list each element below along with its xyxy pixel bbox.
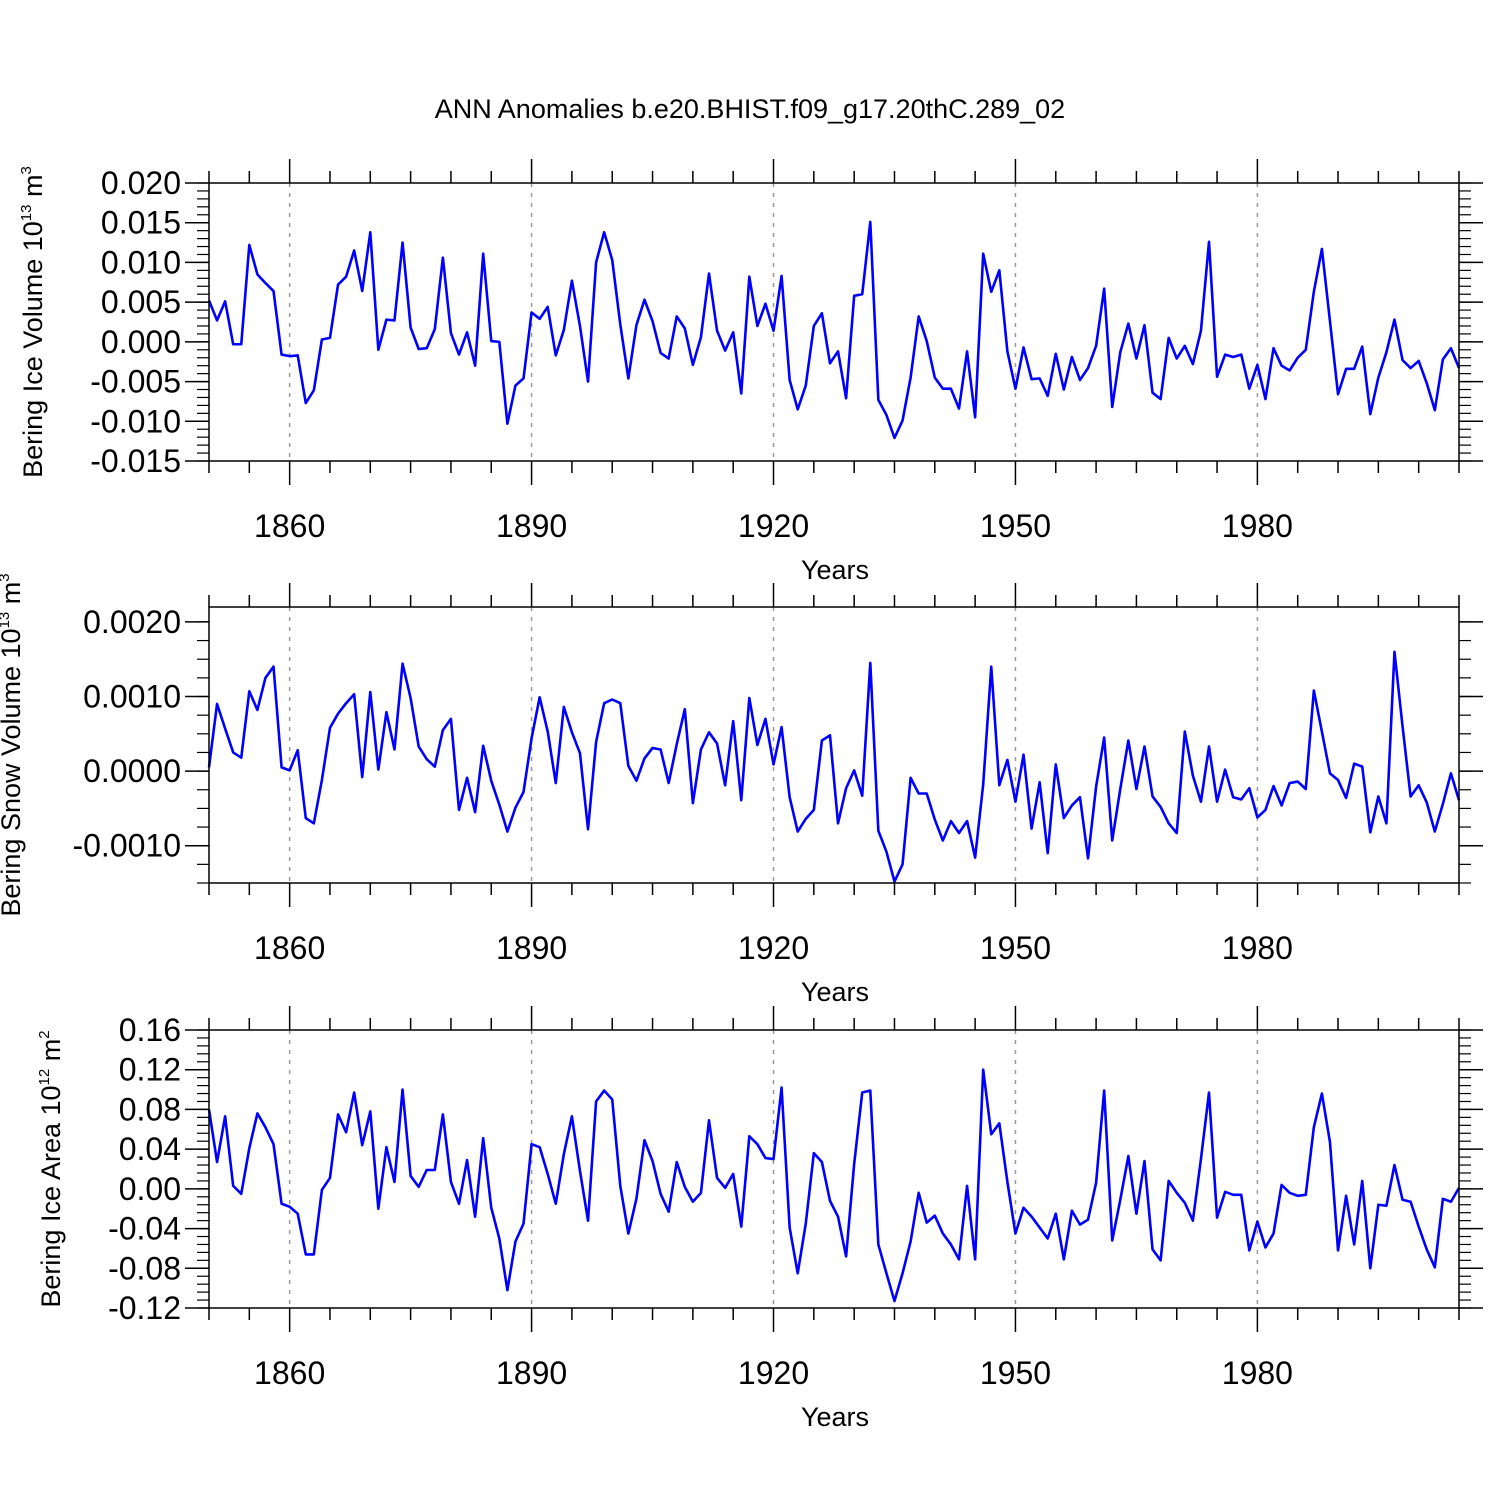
- y-axis-label: Bering Snow Volume 1013 m3: [0, 573, 26, 916]
- y-axis-label-superscript: 3: [18, 166, 35, 174]
- y-tick-label-0p0020: 0.0020: [83, 604, 181, 640]
- y-tick-label-0p16: 0.16: [119, 1012, 181, 1048]
- x-tick-label-1890: 1890: [496, 930, 567, 966]
- y-axis-label-superscript: 13: [18, 204, 35, 221]
- x-axis-label: Years: [801, 555, 869, 585]
- x-tick-label-1950: 1950: [980, 1355, 1051, 1391]
- y-axis-label-text: m: [36, 1039, 66, 1069]
- y-tick-label-0p04: 0.04: [119, 1131, 181, 1167]
- x-tick-label-1890: 1890: [496, 508, 567, 544]
- y-tick-label-neg0p04: -0.04: [108, 1211, 181, 1247]
- series-line: [207, 220, 1461, 440]
- y-axis-label-superscript: 13: [0, 612, 13, 629]
- y-tick-label-0p08: 0.08: [119, 1091, 181, 1127]
- y-axis-label-superscript: 2: [36, 1030, 53, 1038]
- y-axis-label-text: m: [18, 174, 48, 204]
- x-tick-label-1860: 1860: [254, 930, 325, 966]
- x-axis-label: Years: [801, 1402, 869, 1432]
- y-axis-label-text: m: [0, 582, 26, 612]
- series-line: [207, 650, 1461, 883]
- panel-bering-ice-area: -0.12 -0.08-0.04 0.00 0.04 0.080.12 0.16 1860 1…: [36, 1006, 1483, 1432]
- y-tick-label-neg0p08: -0.08: [108, 1250, 181, 1286]
- y-axis-label: Bering Ice Volume 1013 m3: [18, 166, 48, 478]
- y-tick-label-0p010: 0.010: [101, 244, 181, 280]
- x-tick-label-1860: 1860: [254, 1355, 325, 1391]
- y-tick-label-neg0p12: -0.12: [108, 1290, 181, 1326]
- panel-bering-snow-volume: -0.0010 0.0000 0.0010 0.0020 1860 1890 1920 195…: [0, 573, 1483, 1007]
- chart-title: ANN Anomalies b.e20.BHIST.f09_g17.20thC.…: [435, 94, 1065, 124]
- y-tick-label-0p000: 0.000: [101, 324, 181, 360]
- y-tick-label-0p0010: 0.0010: [83, 679, 181, 715]
- y-axis-label-superscript: 12: [36, 1069, 53, 1086]
- plot-frame: [208, 1029, 1460, 1309]
- y-tick-label-neg0p0010: -0.0010: [72, 828, 181, 864]
- y-tick-label-0p015: 0.015: [101, 205, 181, 241]
- y-tick-label-0p00: 0.00: [119, 1171, 181, 1207]
- x-tick-label-1980: 1980: [1222, 1355, 1293, 1391]
- x-tick-label-1920: 1920: [738, 508, 809, 544]
- y-axis-label-text: Bering Snow Volume 10: [0, 628, 26, 916]
- y-tick-label-neg0p010: -0.010: [90, 403, 181, 439]
- y-axis-label: Bering Ice Area 1012 m2: [36, 1030, 66, 1307]
- y-tick-label-neg0p015: -0.015: [90, 443, 181, 479]
- y-tick-label-0p020: 0.020: [101, 165, 181, 201]
- x-tick-label-1920: 1920: [738, 1355, 809, 1391]
- x-tick-label-1980: 1980: [1222, 508, 1293, 544]
- y-tick-label-0p005: 0.005: [101, 284, 181, 320]
- series-line: [207, 1068, 1461, 1303]
- x-tick-label-1950: 1950: [980, 930, 1051, 966]
- y-axis-label-text: Bering Ice Area 10: [36, 1085, 66, 1307]
- plot-frame: [208, 606, 1460, 884]
- x-tick-label-1950: 1950: [980, 508, 1051, 544]
- y-tick-label-0p12: 0.12: [119, 1052, 181, 1088]
- plot-frame: [208, 182, 1460, 462]
- y-tick-label-neg0p005: -0.005: [90, 364, 181, 400]
- y-axis-label-superscript: 3: [0, 573, 13, 581]
- x-tick-label-1890: 1890: [496, 1355, 567, 1391]
- x-axis-label: Years: [801, 977, 869, 1007]
- y-tick-label-0p0000: 0.0000: [83, 753, 181, 789]
- x-tick-label-1920: 1920: [738, 930, 809, 966]
- x-tick-label-1980: 1980: [1222, 930, 1293, 966]
- x-tick-label-1860: 1860: [254, 508, 325, 544]
- y-axis-label-text: Bering Ice Volume 10: [18, 221, 48, 478]
